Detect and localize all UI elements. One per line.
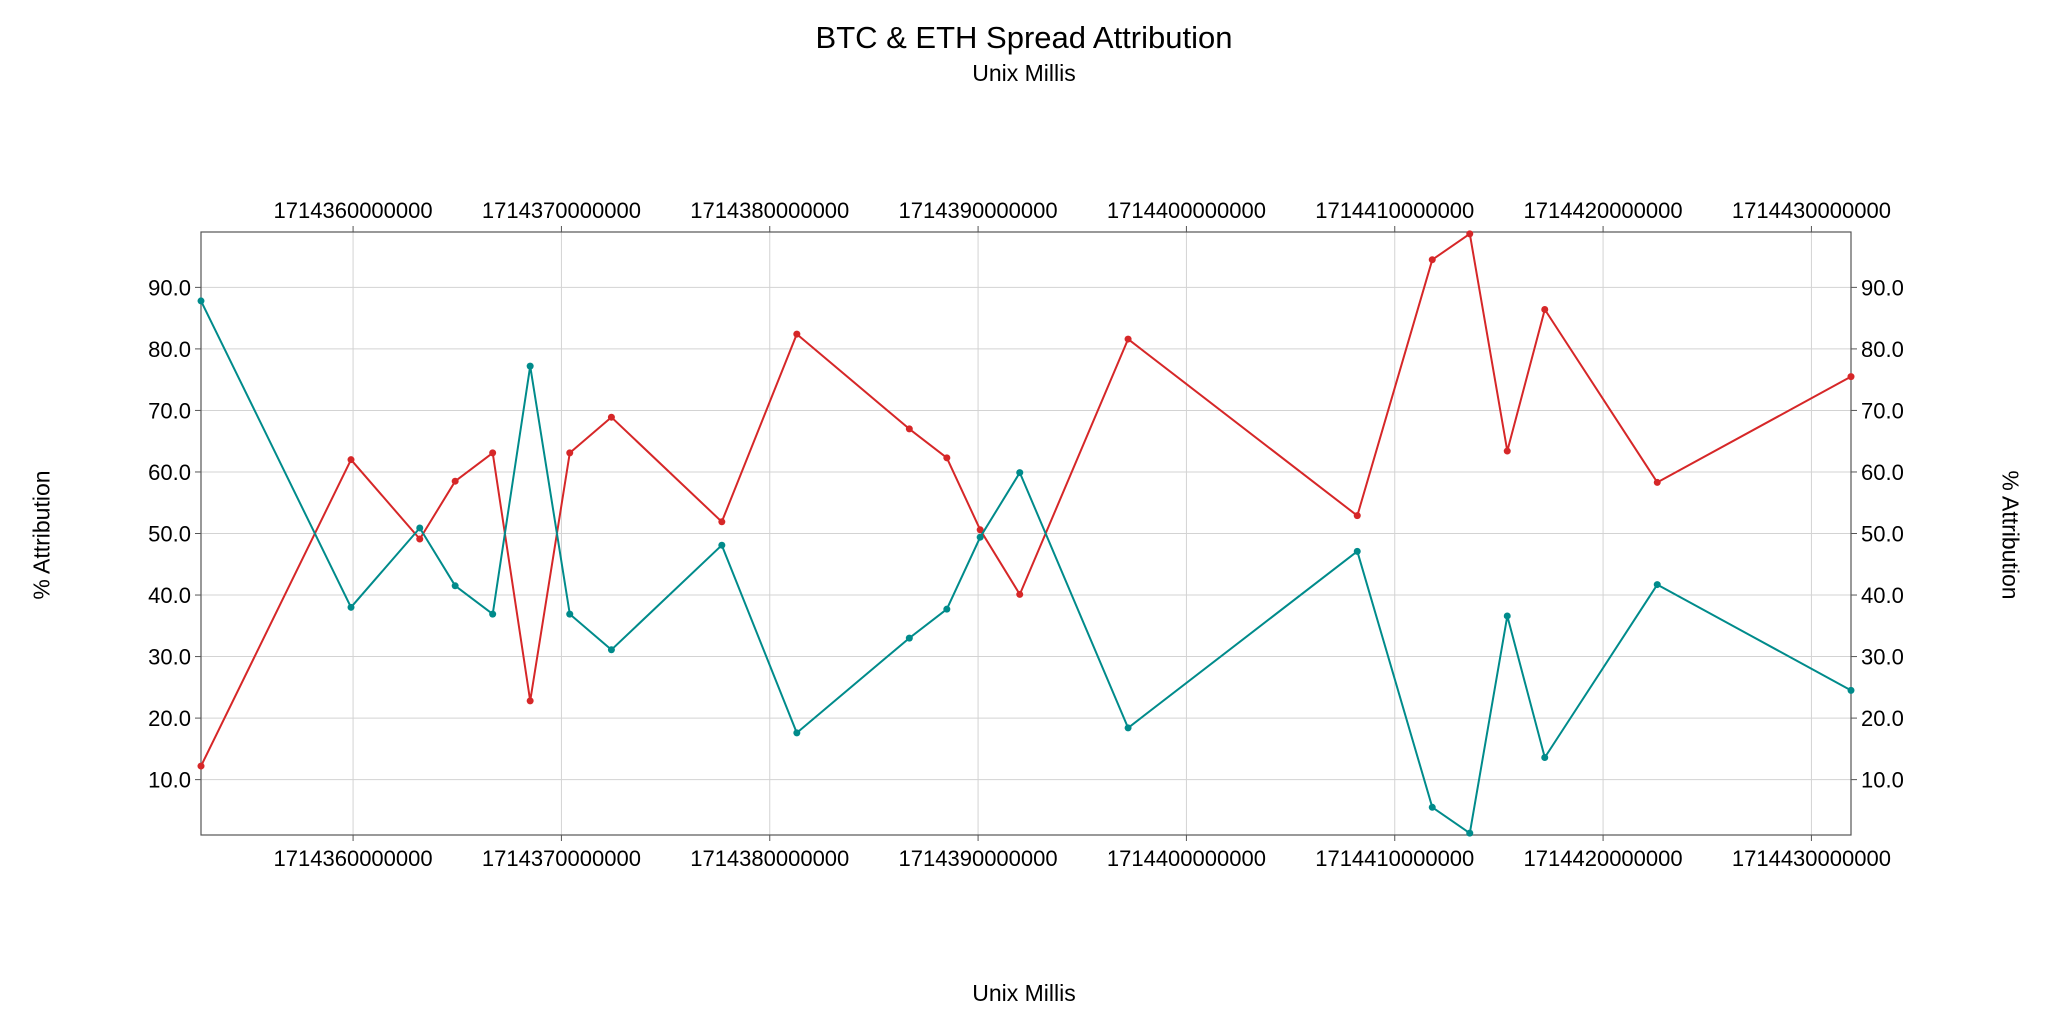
data-point (607, 413, 615, 421)
data-point (197, 297, 205, 305)
data-point (451, 477, 459, 485)
data-point (1653, 581, 1661, 589)
x-tick-label-bottom: 1714400000000 (1107, 846, 1266, 871)
data-point (1466, 829, 1474, 837)
x-tick-label-top: 1714360000000 (274, 198, 433, 223)
data-point (566, 449, 574, 457)
y-tick-label-right: 50.0 (1861, 522, 1904, 547)
data-point (197, 762, 205, 770)
y-tick-label-right: 70.0 (1861, 398, 1904, 423)
data-point (416, 535, 424, 543)
data-point (451, 582, 459, 590)
series-line-1 (200, 232, 1852, 767)
y-tick-label-right: 40.0 (1861, 583, 1904, 608)
data-point (1353, 547, 1361, 555)
data-point (1847, 686, 1855, 694)
x-tick-label-top: 1714410000000 (1315, 198, 1474, 223)
data-point (347, 456, 355, 464)
y-tick-label-right: 80.0 (1861, 337, 1904, 362)
x-tick-label-top: 1714370000000 (482, 198, 641, 223)
data-point (489, 610, 497, 618)
data-point (943, 605, 951, 613)
data-point (1016, 469, 1024, 477)
data-point (1428, 803, 1436, 811)
series-line-2 (200, 300, 1852, 835)
data-point (718, 541, 726, 549)
y-tick-label-left: 80.0 (148, 337, 191, 362)
y-tick-label-left: 30.0 (148, 645, 191, 670)
data-point (1541, 753, 1549, 761)
data-point (1124, 335, 1132, 343)
x-tick-label-bottom: 1714410000000 (1315, 846, 1474, 871)
data-point (1503, 612, 1511, 620)
y-tick-label-left: 10.0 (148, 768, 191, 793)
y-tick-label-right: 60.0 (1861, 460, 1904, 485)
data-point (905, 425, 913, 433)
y-tick-label-right: 30.0 (1861, 645, 1904, 670)
data-point (1124, 724, 1132, 732)
data-point (416, 524, 424, 532)
data-point (489, 449, 497, 457)
data-point (1428, 256, 1436, 264)
x-tick-label-top: 1714430000000 (1732, 198, 1891, 223)
data-point (526, 362, 534, 370)
x-tick-label-bottom: 1714370000000 (482, 846, 641, 871)
x-axis-label-bottom: Unix Millis (972, 980, 1076, 1006)
y-tick-label-left: 20.0 (148, 706, 191, 731)
data-point (976, 526, 984, 534)
x-tick-label-bottom: 1714380000000 (690, 846, 849, 871)
y-tick-label-left: 40.0 (148, 583, 191, 608)
data-point (1847, 373, 1855, 381)
y-tick-label-right: 90.0 (1861, 275, 1904, 300)
y-tick-label-right: 10.0 (1861, 768, 1904, 793)
y-tick-label-left: 90.0 (148, 275, 191, 300)
data-point (566, 610, 574, 618)
data-point (1466, 230, 1474, 238)
x-tick-label-bottom: 1714390000000 (899, 846, 1058, 871)
y-tick-label-right: 20.0 (1861, 706, 1904, 731)
x-tick-label-top: 1714400000000 (1107, 198, 1266, 223)
data-point (793, 330, 801, 338)
data-point (1016, 590, 1024, 598)
data-point (1503, 447, 1511, 455)
data-point (976, 533, 984, 541)
data-point (607, 646, 615, 654)
data-point (718, 518, 726, 526)
y-tick-label-left: 50.0 (148, 522, 191, 547)
data-point (793, 729, 801, 737)
data-point (347, 603, 355, 611)
chart-subtitle: Unix Millis (972, 60, 1076, 86)
data-point (943, 454, 951, 462)
data-point (1653, 478, 1661, 486)
y-tick-label-left: 60.0 (148, 460, 191, 485)
x-tick-label-bottom: 1714430000000 (1732, 846, 1891, 871)
data-point (526, 697, 534, 705)
data-point (1541, 306, 1549, 314)
x-tick-label-top: 1714420000000 (1524, 198, 1683, 223)
y-tick-label-left: 70.0 (148, 398, 191, 423)
x-tick-label-top: 1714380000000 (690, 198, 849, 223)
x-tick-label-bottom: 1714360000000 (274, 846, 433, 871)
data-point (905, 634, 913, 642)
data-point (1353, 512, 1361, 520)
x-tick-label-top: 1714390000000 (899, 198, 1058, 223)
x-tick-label-bottom: 1714420000000 (1524, 846, 1683, 871)
chart-title: BTC & ETH Spread Attribution (815, 20, 1233, 55)
